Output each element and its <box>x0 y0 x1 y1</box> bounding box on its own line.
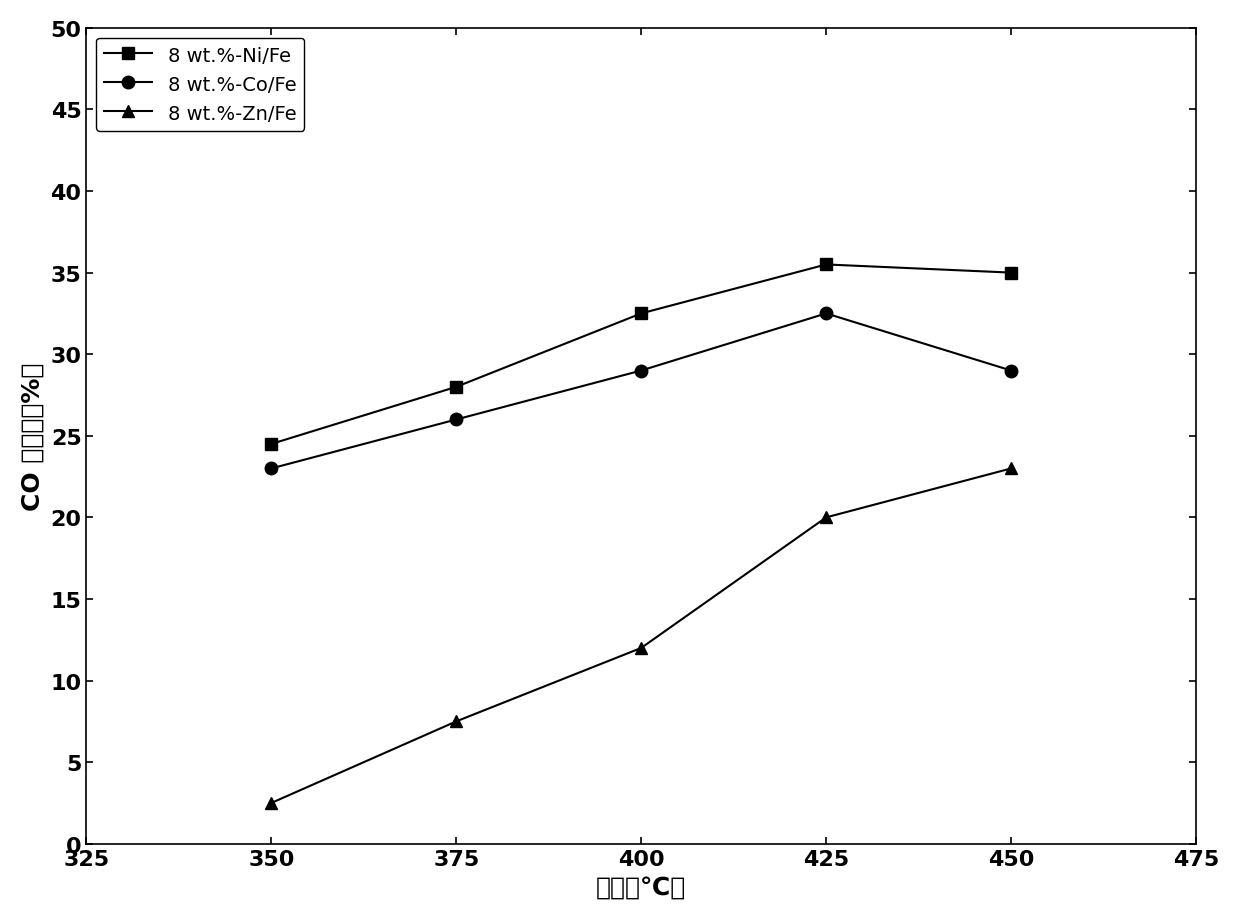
Line: 8 wt.%-Ni/Fe: 8 wt.%-Ni/Fe <box>265 259 1017 450</box>
8 wt.%-Co/Fe <box>264 463 279 474</box>
8 wt.%-Zn/Fe <box>449 716 464 727</box>
8 wt.%-Zn/Fe <box>1003 463 1018 474</box>
8 wt.%-Ni/Fe <box>1003 267 1018 278</box>
8 wt.%-Co/Fe <box>449 414 464 425</box>
8 wt.%-Ni/Fe <box>449 382 464 393</box>
8 wt.%-Zn/Fe <box>634 642 649 653</box>
8 wt.%-Co/Fe <box>634 366 649 377</box>
8 wt.%-Co/Fe <box>1003 366 1018 377</box>
Y-axis label: CO 转化率［%］: CO 转化率［%］ <box>21 362 45 510</box>
8 wt.%-Ni/Fe <box>264 439 279 450</box>
X-axis label: 温度［℃］: 温度［℃］ <box>596 874 686 898</box>
Line: 8 wt.%-Co/Fe: 8 wt.%-Co/Fe <box>265 308 1017 475</box>
Line: 8 wt.%-Zn/Fe: 8 wt.%-Zn/Fe <box>265 462 1017 810</box>
Legend: 8 wt.%-Ni/Fe, 8 wt.%-Co/Fe, 8 wt.%-Zn/Fe: 8 wt.%-Ni/Fe, 8 wt.%-Co/Fe, 8 wt.%-Zn/Fe <box>95 39 305 131</box>
8 wt.%-Ni/Fe <box>818 260 833 271</box>
8 wt.%-Zn/Fe <box>264 798 279 809</box>
8 wt.%-Co/Fe <box>818 309 833 320</box>
8 wt.%-Ni/Fe <box>634 309 649 320</box>
8 wt.%-Zn/Fe <box>818 512 833 523</box>
